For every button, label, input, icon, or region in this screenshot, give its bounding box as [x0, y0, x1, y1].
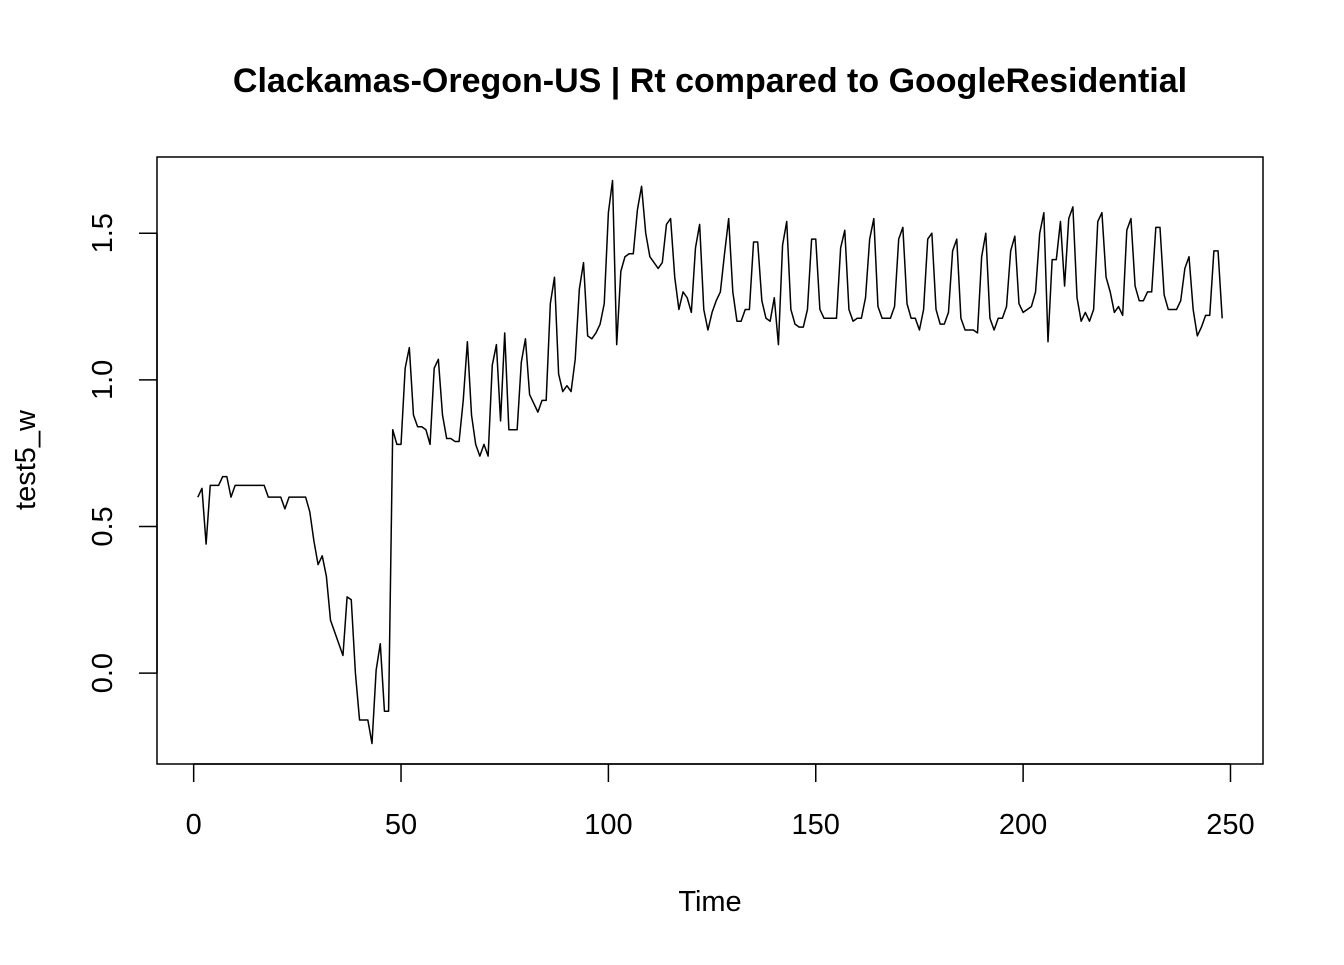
x-tick-label: 250 — [1206, 809, 1254, 841]
y-tick-label: 0.0 — [87, 653, 119, 693]
y-axis-label: test5_w — [10, 409, 42, 510]
x-tick-label: 100 — [584, 809, 632, 841]
x-axis: 0 50 100 150 200 250 — [186, 763, 1255, 841]
y-tick-label: 1.0 — [87, 360, 119, 400]
x-tick-label: 200 — [999, 809, 1047, 841]
y-tick-label: 1.5 — [87, 213, 119, 253]
series-line — [197, 179, 1223, 745]
x-tick-label: 50 — [385, 809, 417, 841]
x-tick-label: 0 — [186, 809, 202, 841]
series-group — [197, 179, 1223, 745]
y-axis: 0.0 0.5 1.0 1.5 — [87, 213, 158, 693]
x-axis-label: Time — [678, 886, 741, 918]
x-tick-label: 150 — [792, 809, 840, 841]
y-tick-label: 0.5 — [87, 506, 119, 546]
chart-title: Clackamas-Oregon-US | Rt compared to Goo… — [233, 62, 1187, 100]
